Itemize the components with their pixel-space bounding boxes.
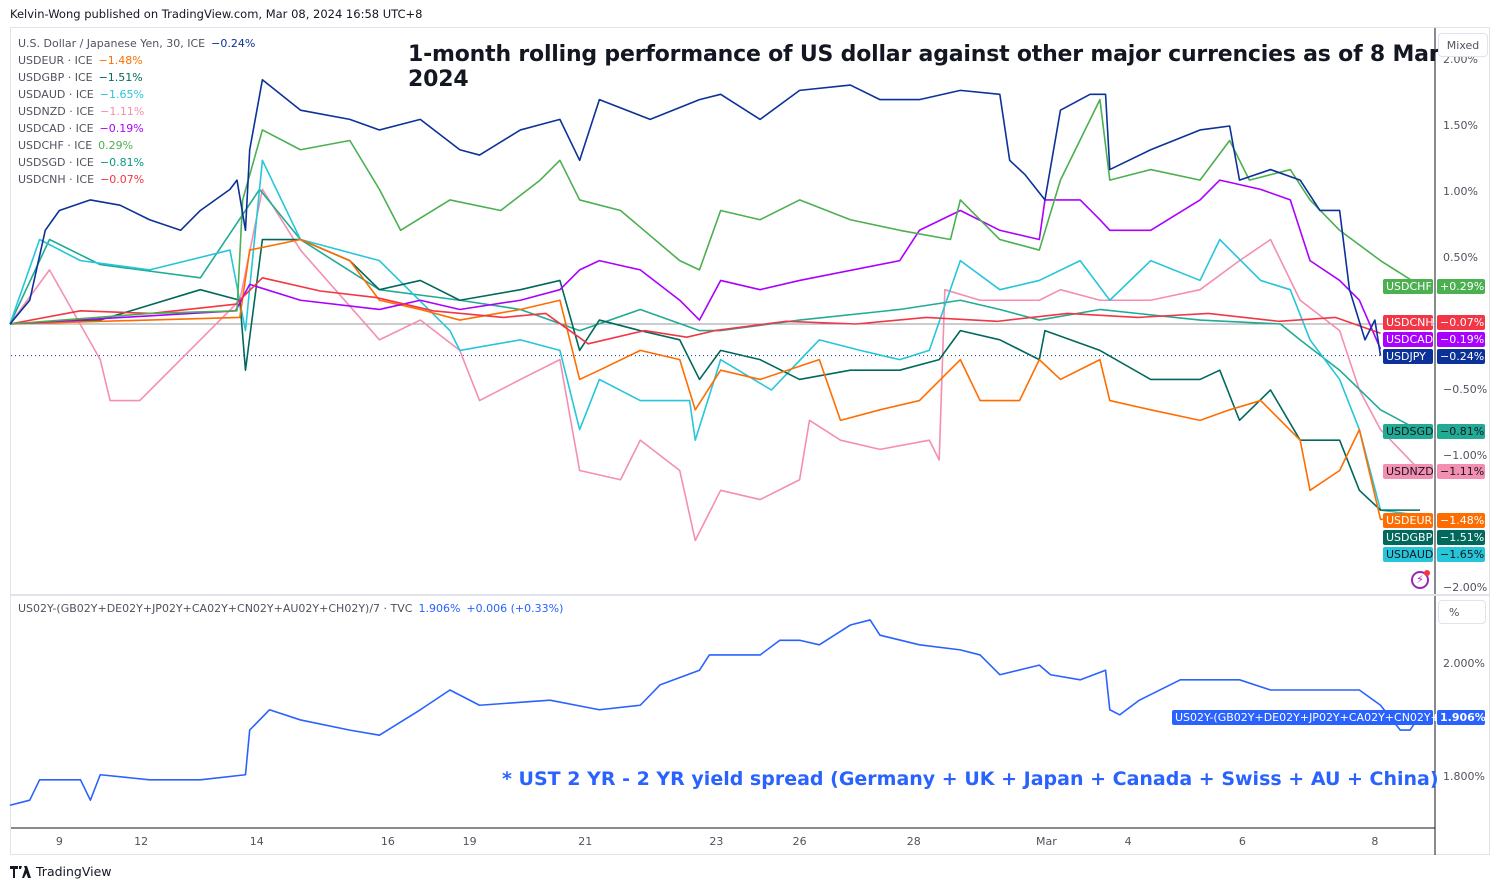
- spread-legend-value: 1.906%: [418, 602, 461, 615]
- legend-label: USDCNH · ICE: [18, 173, 95, 186]
- y-tick-label: 1.00%: [1443, 185, 1478, 198]
- series-last-value-tag: −1.51%: [1437, 530, 1485, 545]
- series-name-tag: USDSGD: [1383, 424, 1433, 439]
- series-line-usdjpy[interactable]: [9, 79, 1382, 356]
- legend-label: USDNZD · ICE: [18, 105, 95, 118]
- footer-brand: TradingView: [36, 864, 112, 879]
- x-tick-label: 26: [792, 835, 807, 848]
- legend-row[interactable]: USDSGD · ICE −0.81%: [18, 154, 255, 171]
- legend-label: USDGBP · ICE: [18, 71, 93, 84]
- chart-frame: [10, 27, 1490, 855]
- legend-change: −1.11%: [100, 105, 145, 118]
- legend: U.S. Dollar / Japanese Yen, 30, ICE −0.24…: [18, 35, 255, 188]
- y-tick-label: −1.00%: [1443, 449, 1488, 462]
- legend-change: −0.81%: [99, 156, 145, 169]
- y-tick-label: −0.50%: [1443, 383, 1488, 396]
- x-tick-label: 16: [380, 835, 395, 848]
- y-tick-label: 0.50%: [1443, 251, 1478, 264]
- y-tick-label: −2.00%: [1443, 581, 1488, 594]
- x-tick-label: 9: [55, 835, 63, 848]
- series-last-value-tag: −1.48%: [1437, 513, 1485, 528]
- spread-legend[interactable]: US02Y-(GB02Y+DE02Y+JP02Y+CA02Y+CN02Y+AU0…: [18, 602, 563, 615]
- series-last-value-tag: −0.24%: [1437, 349, 1485, 364]
- legend-label: USDEUR · ICE: [18, 54, 93, 67]
- spread-legend-change: +0.006 (+0.33%): [466, 602, 564, 615]
- legend-change: −1.65%: [99, 88, 144, 101]
- currency-lines: [9, 79, 1421, 542]
- chart-grid: [11, 28, 1490, 855]
- x-tick-label: 6: [1238, 835, 1246, 848]
- series-line-usdnzd[interactable]: [9, 188, 1421, 542]
- legend-label: USDCAD · ICE: [18, 122, 94, 135]
- series-line-usdchf[interactable]: [9, 98, 1421, 325]
- series-name-tag: USDCHF: [1383, 279, 1433, 294]
- y-tick-label: 1.50%: [1443, 119, 1478, 132]
- legend-row[interactable]: USDCAD · ICE −0.19%: [18, 120, 255, 137]
- x-tick-label: 14: [249, 835, 264, 848]
- legend-row[interactable]: USDEUR · ICE −1.48%: [18, 52, 255, 69]
- spread-legend-label: US02Y-(GB02Y+DE02Y+JP02Y+CA02Y+CN02Y+AU0…: [18, 602, 413, 615]
- x-tick-label: 21: [578, 835, 593, 848]
- tradingview-logo-icon: [10, 865, 31, 878]
- series-line-usdgbp[interactable]: [9, 238, 1420, 511]
- price-scale-mode-button[interactable]: Mixed: [1438, 33, 1488, 57]
- legend-main-symbol[interactable]: U.S. Dollar / Japanese Yen, 30, ICE −0.24…: [18, 35, 255, 52]
- legend-label: U.S. Dollar / Japanese Yen, 30, ICE: [18, 37, 206, 50]
- spread-annotation: * UST 2 YR - 2 YR yield spread (Germany …: [502, 768, 1439, 790]
- y-tick-label: 1.800%: [1443, 770, 1485, 783]
- series-name-tag: USDGBP: [1383, 530, 1433, 545]
- series-name-tag: USDJPY: [1383, 349, 1433, 364]
- legend-label: USDCHF · ICE: [18, 139, 93, 152]
- series-name-tag: USDCAD: [1383, 332, 1433, 347]
- legend-row[interactable]: USDAUD · ICE −1.65%: [18, 86, 255, 103]
- legend-change: −0.24%: [211, 37, 256, 50]
- y-tick-label: 2.000%: [1443, 657, 1485, 670]
- x-tick-label: 8: [1371, 835, 1379, 848]
- series-name-tag: USDAUD: [1383, 547, 1433, 562]
- publisher-credit: Kelvin-Wong published on TradingView.com…: [10, 7, 423, 21]
- series-name-tag: USDNZD: [1383, 464, 1434, 479]
- x-tick-label: 23: [709, 835, 724, 848]
- series-line-usdeur[interactable]: [9, 238, 1420, 521]
- series-line-usdcad[interactable]: [9, 179, 1382, 350]
- series-line-usdcnh[interactable]: [9, 276, 1381, 345]
- legend-change: −0.07%: [100, 173, 145, 186]
- legend-row[interactable]: USDCHF · ICE 0.29%: [18, 137, 255, 154]
- series-line-spread[interactable]: [9, 619, 1421, 807]
- series-last-value-tag: −1.11%: [1437, 464, 1485, 479]
- alert-dot-icon: [1424, 570, 1430, 576]
- x-tick-label: 4: [1124, 835, 1132, 848]
- tradingview-logo[interactable]: TradingView: [10, 864, 112, 879]
- series-line-usdaud[interactable]: [9, 159, 1421, 517]
- legend-row[interactable]: USDNZD · ICE −1.11%: [18, 103, 255, 120]
- chart-title: 1-month rolling performance of US dollar…: [408, 42, 1440, 92]
- series-last-value-tag: −0.81%: [1437, 424, 1485, 439]
- series-last-value-tag: −1.65%: [1437, 547, 1485, 562]
- series-last-value-tag: −0.19%: [1437, 332, 1485, 347]
- legend-label: USDSGD · ICE: [18, 156, 94, 169]
- series-last-value-tag: +0.29%: [1437, 279, 1485, 294]
- x-tick-label: 12: [134, 835, 149, 848]
- legend-row[interactable]: USDCNH · ICE −0.07%: [18, 171, 255, 188]
- spread-last-value-tag: 1.906%: [1437, 710, 1486, 726]
- alert-bolt-icon[interactable]: ⚡: [1411, 571, 1429, 589]
- series-last-value-tag: −0.07%: [1437, 315, 1485, 330]
- legend-change: −1.48%: [98, 54, 143, 67]
- legend-label: USDAUD · ICE: [18, 88, 94, 101]
- spread-line: [9, 619, 1421, 807]
- legend-change: 0.29%: [98, 139, 134, 152]
- spread-scale-mode-button[interactable]: %: [1438, 600, 1486, 624]
- series-name-tag: USDCNH: [1383, 315, 1434, 330]
- x-tick-label: 19: [462, 835, 477, 848]
- series-name-tag: USDEUR: [1383, 513, 1433, 528]
- spread-name-tag: US02Y-(GB02Y+DE02Y+JP02Y+CA02Y+CN02Y+...: [1172, 710, 1450, 726]
- legend-row[interactable]: USDGBP · ICE −1.51%: [18, 69, 255, 86]
- legend-change: −1.51%: [98, 71, 143, 84]
- legend-change: −0.19%: [99, 122, 144, 135]
- x-tick-label: 28: [906, 835, 921, 848]
- x-tick-label: Mar: [1035, 835, 1057, 848]
